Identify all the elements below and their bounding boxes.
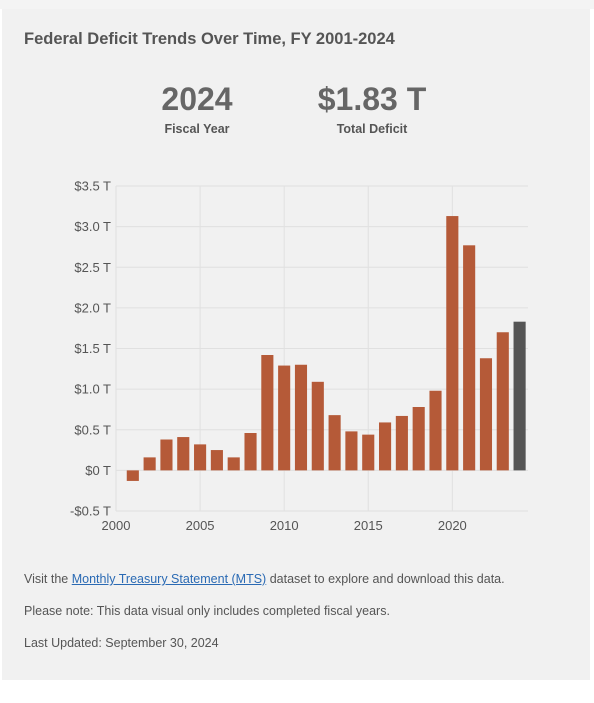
dataset-note-suffix: dataset to explore and download this dat… bbox=[266, 572, 505, 586]
y-tick-label: $0.5 T bbox=[74, 422, 111, 437]
x-tick-label: 2010 bbox=[270, 518, 299, 533]
deficit-bar bbox=[294, 364, 308, 471]
y-tick-label: $2.0 T bbox=[74, 300, 111, 315]
y-tick-label: $3.0 T bbox=[74, 219, 111, 234]
mts-dataset-link[interactable]: Monthly Treasury Statement (MTS) bbox=[71, 572, 267, 586]
y-tick-label: -$0.5 T bbox=[70, 504, 111, 519]
last-updated: Last Updated: September 30, 2024 bbox=[24, 636, 219, 650]
y-tick-label: $3.5 T bbox=[74, 179, 111, 194]
deficit-bar bbox=[496, 332, 509, 471]
deficit-bar bbox=[395, 415, 408, 471]
chart-card bbox=[2, 9, 590, 680]
deficit-bar bbox=[126, 470, 139, 481]
deficit-bar bbox=[194, 444, 207, 471]
total-deficit-label: Total Deficit bbox=[336, 122, 408, 136]
y-tick-label: $1.0 T bbox=[74, 382, 111, 397]
deficit-bar bbox=[261, 355, 274, 471]
deficit-bar bbox=[210, 450, 223, 471]
x-tick-label: 2015 bbox=[354, 518, 383, 533]
deficit-bar bbox=[345, 431, 358, 471]
deficit-bar bbox=[143, 457, 156, 471]
fiscal-year-label: Fiscal Year bbox=[164, 122, 230, 136]
deficit-bar bbox=[278, 365, 291, 471]
deficit-bar bbox=[446, 216, 459, 471]
deficit-bar bbox=[479, 358, 493, 471]
deficit-bar bbox=[463, 245, 476, 471]
x-tick-label: 2000 bbox=[102, 518, 131, 533]
dataset-note-prefix: Visit the bbox=[24, 572, 72, 586]
deficit-bar bbox=[227, 457, 240, 471]
deficit-bar-chart: -$0.5 T $0 T $0.5 T $1.0 T $1.5 T $2.0 T $2.5 … bbox=[70, 179, 528, 533]
dataset-note: Visit the Monthly Treasury Statement (MT… bbox=[24, 572, 505, 586]
top-strip bbox=[0, 0, 594, 9]
deficit-bar bbox=[244, 433, 257, 471]
total-deficit-stat: $1.83 T Total Deficit bbox=[300, 80, 444, 136]
y-tick-label: $1.5 T bbox=[74, 341, 111, 356]
x-tick-label: 2005 bbox=[186, 518, 215, 533]
fiscal-year-stat: 2024 Fiscal Year bbox=[145, 80, 249, 136]
deficit-bar bbox=[177, 437, 190, 471]
deficit-bar bbox=[160, 439, 173, 471]
x-tick-label: 2020 bbox=[438, 518, 467, 533]
deficit-bar bbox=[412, 407, 425, 471]
y-tick-label: $2.5 T bbox=[74, 260, 111, 275]
deficit-bar bbox=[429, 390, 442, 471]
deficit-bar bbox=[379, 422, 392, 471]
deficit-bar bbox=[311, 381, 324, 471]
y-tick-label: $0 T bbox=[85, 463, 111, 478]
total-deficit-value: $1.83 T bbox=[317, 81, 427, 117]
fiscal-years-note: Please note: This data visual only inclu… bbox=[24, 604, 390, 618]
deficit-bar bbox=[328, 415, 341, 471]
fiscal-year-value: 2024 bbox=[161, 81, 233, 117]
chart-title: Federal Deficit Trends Over Time, FY 200… bbox=[24, 30, 395, 48]
deficit-bar bbox=[513, 321, 526, 471]
deficit-bar bbox=[362, 434, 375, 471]
